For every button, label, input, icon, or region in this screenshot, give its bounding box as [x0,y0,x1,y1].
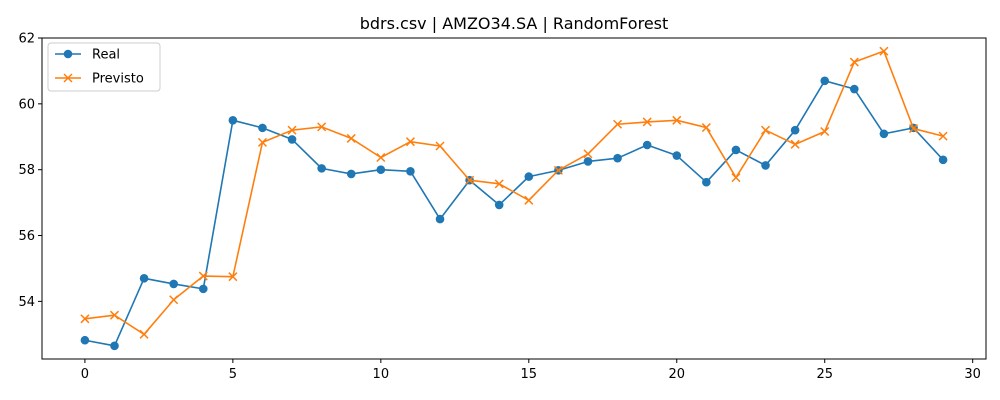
series-real-point [642,140,652,150]
axes-frame [41,37,987,360]
series-previsto-point [849,57,859,67]
series-previsto-point [524,195,534,205]
series-real-point [406,167,415,176]
series-real-point [731,145,741,155]
series-real-point [524,172,534,181]
x-tick-label-2: 10 [373,367,390,382]
series-previsto-point [346,133,356,143]
series-previsto-point [465,175,475,185]
series-real-point [287,135,297,144]
x-tick-label-6: 30 [964,367,981,382]
series-previsto-point [109,310,120,320]
series-real-point [494,200,504,210]
series-previsto-point [228,272,238,282]
legend-box [47,42,161,92]
series-previsto-point [435,141,445,151]
series-previsto-point [790,139,800,149]
plot-area: 0 5 10 15 20 25 30 54 56 58 60 62 Real Previsto [18,32,987,382]
series-real-point [820,76,830,86]
series-real-point [346,169,356,179]
series-previsto-point [613,119,623,129]
series-previsto-point [376,152,386,163]
series-previsto-point [701,123,711,133]
series-real-line [84,80,944,347]
series-previsto-point [908,124,919,134]
series-previsto-point [198,271,208,281]
legend: Real Previsto [47,42,161,92]
y-tick-label-1: 56 [18,229,35,244]
x-tick-label-1: 5 [229,367,237,382]
series-real-point [879,129,889,139]
series-real-point [317,164,326,173]
series-previsto-point [287,125,297,135]
series-previsto-point [642,117,652,127]
series-previsto-point [494,179,504,189]
series-real-point [376,165,386,174]
series-previsto-point [257,137,267,147]
x-tick-label-4: 20 [668,367,685,382]
series-previsto-point [405,137,415,147]
series-real-point [761,161,770,170]
y-tick-label-3: 60 [18,97,35,112]
series-previsto-point [80,314,90,324]
series-real-point [110,341,119,351]
y-tick-label-2: 58 [18,163,35,178]
series-previsto-point [139,329,149,339]
series-previsto-point [672,115,682,125]
x-tick-label-3: 15 [521,367,538,382]
series-real-point [672,151,682,160]
series-real-point [80,335,90,345]
series-previsto-point [879,46,889,56]
series-previsto-point [317,122,327,132]
series-real-point [258,123,267,133]
x-tick-label-0: 0 [81,367,89,382]
series-real-point [198,284,208,294]
legend-previsto-marker [63,73,73,83]
series-real-point [435,214,445,224]
series-real-point [613,153,622,163]
series-real-point [850,84,859,94]
legend-real-marker [63,49,73,59]
series-previsto-point [169,295,179,305]
series-previsto-point [820,126,830,137]
series-previsto-point [583,149,593,159]
series-real-point [139,274,149,283]
y-tick-label-0: 54 [18,295,35,310]
series-real [80,76,948,351]
series-real-point [702,177,711,187]
series-previsto [80,46,948,339]
series-real-point [583,157,593,166]
series-real-point [790,125,800,135]
legend-real-label: Real [92,48,120,63]
series-previsto-point [553,165,563,175]
series-previsto-point [761,125,771,135]
series-real-point [169,279,178,289]
series-real-point [228,116,238,125]
series-previsto-point [731,173,741,183]
chart-title: bdrs.csv | AMZO34.SA | RandomForest [360,14,669,33]
y-tick-label-4: 62 [18,32,35,47]
series-previsto-point [938,131,948,141]
series-real-point [938,155,948,165]
series-previsto-line [84,50,944,336]
legend-previsto-label: Previsto [92,72,144,87]
x-tick-label-5: 25 [816,367,833,382]
